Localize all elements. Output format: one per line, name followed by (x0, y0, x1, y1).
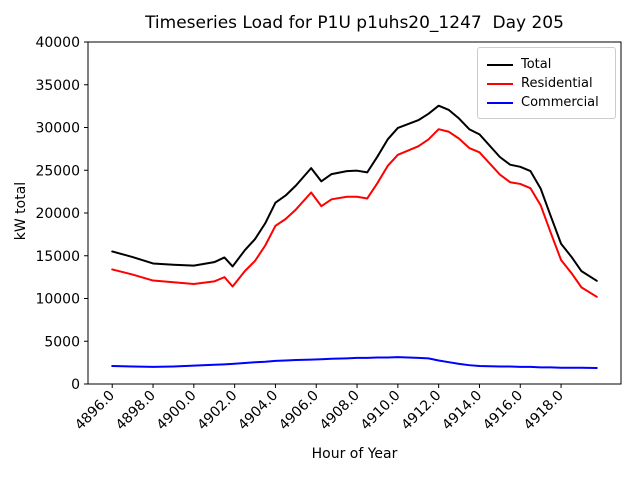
x-tick-label: 4908.0 (317, 388, 363, 434)
y-axis-label: kW total (13, 181, 29, 241)
y-tick-label: 5000 (44, 334, 80, 350)
commercial-line-swatch (487, 101, 513, 104)
x-tick-label: 4896.0 (72, 388, 118, 434)
x-tick-label: 4912.0 (399, 388, 445, 434)
legend-label-total: Total (521, 57, 552, 72)
legend-label-residential: Residential (521, 76, 593, 91)
chart-title: Timeseries Load for P1U p1uhs20_1247 Day… (145, 13, 564, 33)
series-line-total (111, 104, 598, 282)
residential-line-swatch (487, 82, 513, 85)
x-tick-label: 4898.0 (113, 388, 159, 434)
y-tick-label: 20000 (35, 206, 80, 222)
x-tick-label: 4910.0 (358, 388, 404, 434)
x-tick-label: 4916.0 (480, 388, 526, 434)
y-tick-label: 15000 (35, 249, 80, 265)
y-tick-label: 0 (71, 377, 80, 393)
legend-entry-commercial: Commercial (487, 93, 607, 112)
y-tick-label: 30000 (35, 121, 80, 137)
x-tick-label: 4902.0 (195, 388, 241, 434)
x-axis-label: Hour of Year (311, 446, 398, 462)
y-tick-label: 25000 (35, 163, 80, 179)
x-tick-label: 4906.0 (276, 388, 322, 434)
x-tick-label: 4918.0 (521, 388, 567, 434)
legend-entry-total: Total (487, 55, 607, 74)
legend-entry-residential: Residential (487, 74, 607, 93)
legend: Total Residential Commercial (477, 47, 616, 119)
x-tick-label: 4914.0 (439, 388, 485, 434)
legend-label-commercial: Commercial (521, 95, 599, 110)
y-tick-label: 40000 (35, 35, 80, 51)
series-line-residential (111, 128, 598, 298)
x-tick-label: 4900.0 (154, 388, 200, 434)
y-tick-label: 10000 (35, 292, 80, 308)
y-tick-label: 35000 (35, 78, 80, 94)
total-line-swatch (487, 63, 513, 66)
series-line-commercial (111, 356, 598, 370)
x-tick-label: 4904.0 (235, 388, 281, 434)
